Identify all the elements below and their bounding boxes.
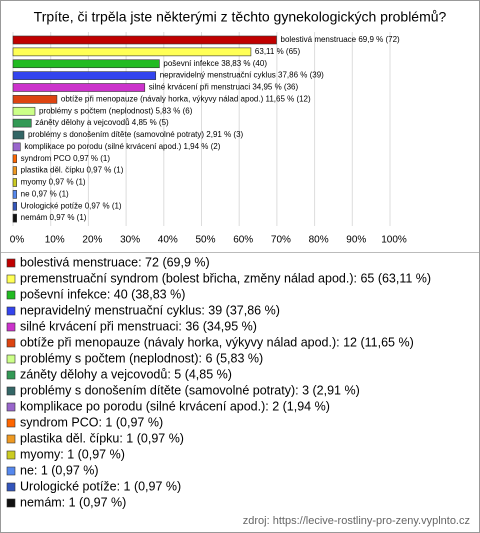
- bar-label: syndrom PCO 0,97 % (1): [21, 154, 111, 163]
- legend-label: komplikace po porodu (silné krvácení apo…: [20, 399, 330, 413]
- bar: [12, 154, 17, 164]
- bar-label: poševní infekce 38,83 % (40): [163, 59, 267, 68]
- bar: [12, 83, 146, 92]
- x-tick-label: 20%: [82, 235, 102, 246]
- legend-label: premenstruační syndrom (bolest břicha, z…: [20, 271, 431, 285]
- x-tick-label: 0%: [10, 235, 25, 246]
- bar-label: 63,11 % (65): [255, 47, 301, 56]
- legend-label: bolestivá menstruace: 72 (69,9 %): [20, 255, 210, 269]
- legend-label: problémy s donošením dítěte (samovolné p…: [20, 383, 360, 397]
- legend-swatch: [6, 466, 16, 476]
- bar: [12, 190, 17, 199]
- bar: [12, 201, 17, 211]
- legend-label: nemám: 1 (0,97 %): [20, 495, 126, 509]
- legend-label: problémy s počtem (neplodnost): 6 (5,83 …: [20, 351, 263, 365]
- legend-swatch: [6, 498, 16, 508]
- legend-label: syndrom PCO: 1 (0,97 %): [20, 415, 163, 429]
- bar-label: myomy 0,97 % (1): [21, 178, 86, 187]
- legend-label: myomy: 1 (0,97 %): [20, 447, 125, 461]
- bar: [12, 47, 252, 57]
- legend-label: obtíže při menopauze (návaly horka, výky…: [20, 335, 414, 349]
- bar: [12, 142, 21, 152]
- bar: [12, 130, 25, 140]
- legend-swatch: [6, 370, 16, 380]
- legend-swatch: [6, 354, 16, 364]
- source: zdroj: https://lecive-rostliny-pro-zeny.…: [243, 515, 470, 527]
- x-tick-label: 30%: [120, 235, 140, 246]
- x-tick-label: 40%: [158, 235, 178, 246]
- bar: [12, 71, 157, 80]
- bar-label: bolestivá menstruace 69,9 % (72): [281, 35, 401, 44]
- bar-label: komplikace po porodu (silné krvácení apo…: [24, 142, 220, 151]
- legend-label: plastika děl. čípku: 1 (0,97 %): [20, 431, 184, 445]
- bar-label: nemám 0,97 % (1): [21, 213, 87, 222]
- legend-swatch: [6, 322, 16, 332]
- legend-swatch: [6, 402, 16, 412]
- legend-label: silné krvácení při menstruaci: 36 (34,95…: [20, 319, 257, 333]
- legend-swatch: [6, 482, 16, 492]
- bar-label: silné krvácení při menstruaci 34,95 % (3…: [149, 83, 299, 92]
- bar-label: Urologické potíže 0,97 % (1): [21, 201, 122, 210]
- bar-label: obtíže při menopauze (návaly horka, výky…: [61, 94, 311, 103]
- legend-swatch: [6, 450, 16, 460]
- x-tick-label: 50%: [195, 235, 215, 246]
- bar: [12, 213, 17, 223]
- legend-label: záněty dělohy a vejcovodů: 5 (4,85 %): [20, 367, 232, 381]
- bar: [12, 106, 36, 116]
- legend-label: Urologické potíže: 1 (0,97 %): [20, 479, 181, 493]
- bar-label: záněty dělohy a vejcovodů 4,85 % (5): [35, 118, 169, 127]
- legend-swatch: [6, 306, 16, 316]
- legend-swatch: [6, 338, 16, 348]
- bar: [12, 166, 17, 175]
- bar-label: nepravidelný menstruační cyklus 37,86 % …: [160, 71, 324, 80]
- legend-swatch: [6, 274, 16, 284]
- x-tick-label: 10%: [45, 235, 65, 246]
- legend-swatch: [6, 386, 16, 396]
- bar-label: plastika děl. čípku 0,97 % (1): [21, 166, 124, 175]
- bar-label: problémy s donošením dítěte (samovolné p…: [28, 130, 244, 139]
- bar-label: problémy s počtem (neplodnost) 5,83 % (6…: [39, 106, 193, 115]
- legend-swatch: [6, 418, 16, 428]
- bar: [12, 95, 58, 104]
- x-tick-label: 100%: [381, 235, 407, 246]
- legend-swatch: [6, 258, 16, 268]
- bar: [12, 178, 17, 187]
- x-tick-label: 70%: [271, 235, 291, 246]
- x-tick-label: 60%: [233, 235, 253, 246]
- legend-label: nepravidelný menstruační cyklus: 39 (37,…: [20, 303, 280, 317]
- x-tick-label: 80%: [309, 235, 329, 246]
- bar-label: ne 0,97 % (1): [21, 189, 69, 198]
- bar: [12, 59, 160, 69]
- legend-label: ne: 1 (0,97 %): [20, 463, 99, 477]
- bar: [12, 118, 32, 128]
- legend-swatch: [6, 434, 16, 444]
- x-tick-label: 90%: [346, 235, 366, 246]
- bar: [12, 35, 277, 45]
- legend-label: poševní infekce: 40 (38,83 %): [20, 287, 185, 301]
- legend-swatch: [6, 290, 16, 300]
- chart-title: Trpíte, či trpěla jste některými z těcht…: [34, 9, 447, 25]
